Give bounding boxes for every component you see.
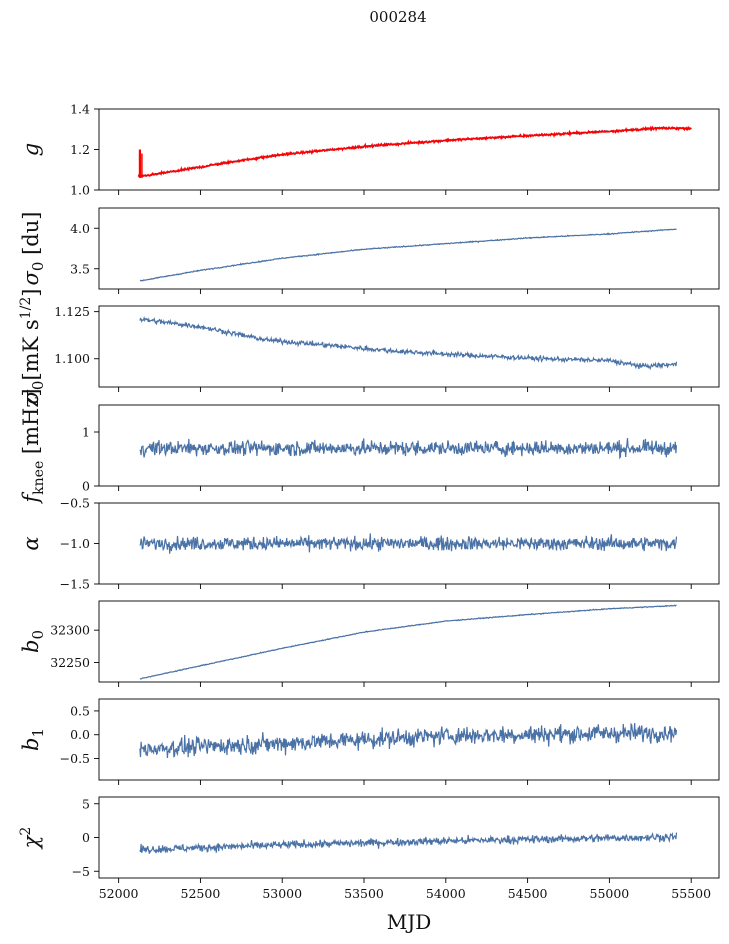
panel-b1: −0.5 0.0 0.5 b1: [19, 698, 720, 785]
axes-frame-sigma0_du: [98, 207, 720, 290]
ytick-label-b1: 0.5: [70, 703, 90, 718]
panel-alpha: −1.5 −1.0 −0.5 α: [19, 496, 720, 592]
ytick-label-b0: 32300: [50, 623, 90, 638]
series-line-chi2: [139, 831, 678, 854]
xtick-label: 54000: [426, 886, 466, 901]
xtick-label: 53000: [262, 886, 302, 901]
y-axis-label-b0: b0: [19, 630, 47, 653]
series-line-b0: [139, 604, 677, 680]
axes-frame-b1: [98, 698, 720, 781]
y-axis-label-chi2: χ2: [18, 827, 43, 851]
figure-title: 000284: [369, 8, 426, 26]
series-line-sigma0_du: [139, 228, 677, 282]
ytick-label-b1: 0.0: [70, 727, 90, 742]
ytick-label-g: 1.4: [70, 102, 90, 117]
y-axis-label-sigma0_du: σ0 [du]: [19, 212, 47, 286]
panel-chi2: −5 0 5 52000 52500 53000 53500 54000 54500 55000 5…: [18, 796, 720, 901]
ytick-label-sigma0_mk: 1.100: [54, 351, 90, 366]
ytick-label-b0: 32250: [50, 655, 90, 670]
series-line-g: [138, 126, 692, 178]
y-axis-label-fknee: fknee [mHz]: [19, 388, 47, 504]
xtick-label: 54500: [508, 886, 548, 901]
ytick-label-chi2: 0: [82, 830, 90, 845]
xtick-label: 52500: [181, 886, 221, 901]
panel-sigma0_du: 3.5 4.0 σ0 [du]: [19, 207, 720, 294]
ytick-label-sigma0_du: 3.5: [70, 261, 90, 276]
ytick-label-g: 1.2: [70, 142, 90, 157]
ytick-label-g: 1.0: [70, 183, 90, 198]
y-axis-label-alpha: α: [19, 536, 43, 550]
ytick-label-fknee: 1: [82, 425, 90, 440]
xtick-label: 55500: [671, 886, 711, 901]
panel-sigma0_mk: 1.100 1.125 σ0[mK s1/2]: [18, 289, 720, 405]
ytick-label-sigma0_mk: 1.125: [54, 304, 90, 319]
axes-frame-g: [98, 108, 720, 191]
x-axis-label: MJD: [387, 910, 432, 934]
panel-fknee: 0 1 fknee [mHz]: [19, 388, 720, 505]
ytick-label-chi2: −5: [72, 864, 90, 879]
series-line-fknee: [139, 438, 678, 460]
axes-frame-b0: [98, 600, 720, 683]
axes-frame-sigma0_mk: [98, 305, 720, 388]
series-line-b1: [139, 722, 678, 759]
gain-overlay-line: [137, 125, 692, 179]
y-axis-label-g: g: [19, 143, 43, 156]
y-axis-label-sigma0_mk: σ0[mK s1/2]: [18, 289, 47, 405]
xtick-label: 55000: [590, 886, 630, 901]
panels: 1.0 1.2 1.4 g 3.5 4.0 σ0 [du] 1.100 1.125 σ0[mK s…: [18, 102, 720, 901]
ytick-label-sigma0_du: 4.0: [70, 221, 90, 236]
y-axis-label-b1: b1: [19, 728, 47, 751]
ytick-label-alpha: −1.0: [60, 536, 90, 551]
series-line-sigma0_mk: [139, 315, 678, 371]
series-line-alpha: [139, 533, 678, 554]
ytick-label-alpha: −1.5: [60, 577, 90, 592]
axes-frame-fknee: [98, 404, 720, 487]
xtick-label: 53500: [344, 886, 384, 901]
ytick-label-fknee: 0: [82, 479, 90, 494]
panel-g: 1.0 1.2 1.4 g: [19, 102, 720, 198]
ytick-label-alpha: −0.5: [60, 496, 90, 511]
xtick-label: 52000: [99, 886, 139, 901]
ytick-label-chi2: 5: [82, 796, 90, 811]
ytick-label-b1: −0.5: [60, 751, 90, 766]
